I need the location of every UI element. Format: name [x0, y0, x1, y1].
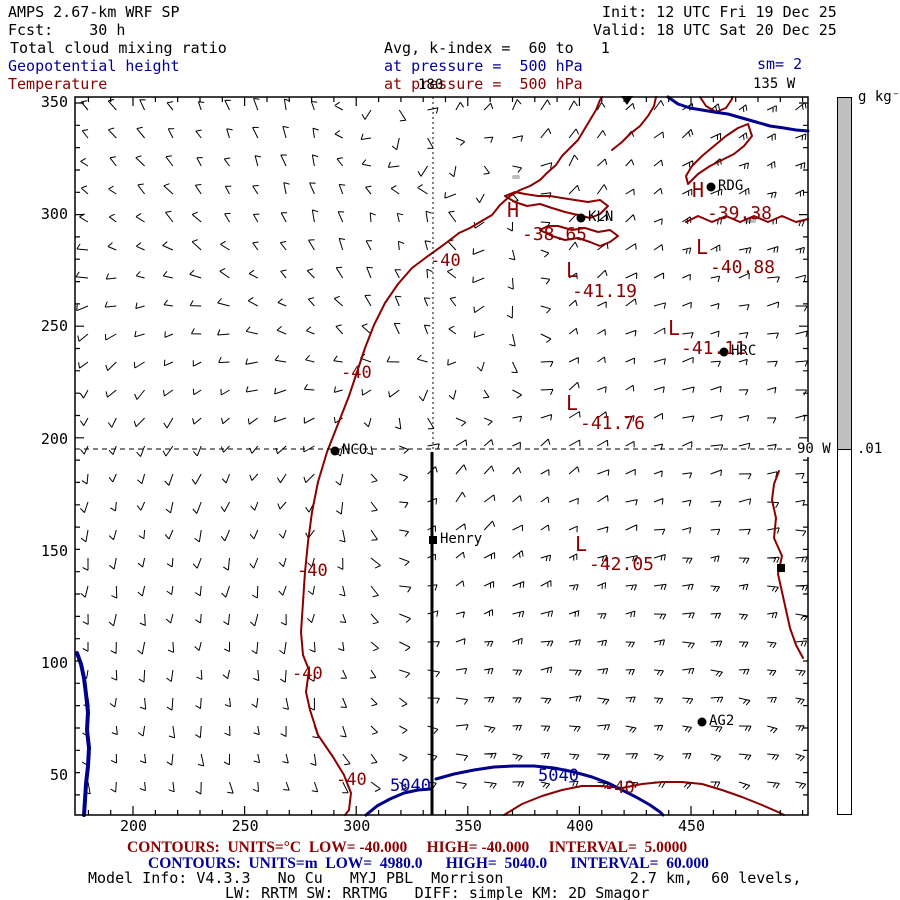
- station-marker-AG2: [697, 717, 707, 727]
- height-contour-5040: [666, 95, 810, 133]
- temperature-contour--40: [539, 225, 619, 247]
- x-axis-label-450: 450: [678, 817, 706, 835]
- contour-label-5040: 5040: [390, 776, 431, 796]
- colorbar-threshold-label: .01: [857, 441, 883, 457]
- contour-label--40: -40: [604, 778, 635, 798]
- temperature-contour--40: [503, 781, 785, 816]
- y-axis-label-100: 100: [40, 654, 68, 672]
- extremum-value: -41.19: [572, 281, 638, 302]
- plot-border: [74, 96, 809, 816]
- station-marker-HRC: [719, 347, 729, 357]
- temperature-contour--40: [300, 232, 460, 816]
- extremum-value: -41.11: [681, 338, 747, 359]
- station-marker-triangle: [621, 96, 633, 105]
- extremum-symbol-L: L: [668, 316, 681, 340]
- y-axis-label-150: 150: [40, 541, 68, 560]
- extremum-value: -42.05: [589, 554, 655, 575]
- station-label-HRC: HRC: [731, 343, 757, 359]
- valid-time: Valid: 18 UTC Sat 20 Dec 25: [593, 21, 837, 39]
- temperature-contour--40: [611, 96, 657, 151]
- kindex-label: Avg, k-index = 60 to 1: [384, 39, 610, 57]
- height-contour-5040: [75, 651, 91, 817]
- height-contour-5040: [434, 764, 665, 817]
- colorbar-gray-segment: [838, 98, 851, 450]
- temperature-contour--40: [771, 470, 804, 659]
- temperature-contour--40: [458, 96, 603, 234]
- station-marker-Henry: [429, 536, 437, 544]
- y-axis-label-350: 350: [40, 93, 68, 111]
- temperature-contour--40: [685, 215, 809, 223]
- extremum-value: -39.38: [707, 203, 773, 224]
- height-contour-5040: [364, 787, 432, 817]
- cloud-patch: [512, 175, 520, 179]
- pressure-level-red: at pressure = 500 hPa: [384, 75, 583, 93]
- field-height-label: Geopotential height: [8, 57, 180, 75]
- y-axis-label-300: 300: [40, 205, 68, 224]
- contour-label-5040: 5040: [538, 766, 579, 786]
- wind-barb-field: [75, 98, 809, 795]
- contour-label--40: -40: [430, 251, 461, 271]
- contour-label--40: -40: [336, 770, 367, 790]
- x-axis-label-350: 350: [454, 817, 482, 835]
- station-marker-NCO: [330, 446, 340, 456]
- meridian-180-label: 180: [418, 77, 444, 93]
- pressure-level-blue: at pressure = 500 hPa: [384, 57, 583, 75]
- extremum-symbol-L: L: [566, 258, 579, 282]
- contour-label--40: -40: [341, 363, 372, 383]
- colorbar: [837, 97, 852, 815]
- parallel-90w-label: 90 W: [795, 441, 833, 457]
- extremum-symbol-L: L: [696, 235, 709, 259]
- extremum-symbol-L: L: [575, 532, 588, 556]
- field-temp-label: Temperature: [8, 75, 108, 93]
- contour-label--40: -40: [292, 664, 323, 684]
- x-axis-label-400: 400: [566, 817, 594, 835]
- contours-height-info: CONTOURS: UNITS=m LOW= 4980.0 HIGH= 5040…: [148, 855, 709, 872]
- extremum-value: -38.65: [522, 224, 588, 245]
- init-time: Init: 12 UTC Fri 19 Dec 25: [602, 3, 837, 21]
- model-title: AMPS 2.67-km WRF SP: [8, 3, 180, 21]
- y-axis-label-200: 200: [40, 429, 68, 448]
- station-label-NCO: NCO: [342, 442, 368, 458]
- y-axis-label-50: 50: [49, 766, 68, 785]
- temperature-contour--40: [685, 123, 753, 185]
- station-marker-dot: [777, 564, 785, 572]
- extremum-value: -40.88: [710, 257, 776, 278]
- x-axis-label-200: 200: [120, 817, 148, 835]
- x-axis-label-300: 300: [343, 817, 371, 835]
- smoothing-label: sm= 2: [757, 55, 803, 73]
- model-info-line1: Model Info: V4.3.3 No Cu MYJ PBL Morriso…: [88, 869, 802, 887]
- y-axis-label-250: 250: [40, 317, 68, 336]
- colorbar-unit-label: g kg⁻¹: [858, 89, 900, 105]
- contour-label--40: -40: [297, 561, 328, 581]
- meridian-135w-label: 135 W: [753, 76, 796, 92]
- x-axis-label-250: 250: [231, 817, 259, 835]
- extremum-symbol-H: H: [692, 178, 705, 202]
- extremum-value: -41.76: [580, 413, 646, 434]
- contours-temp-info: CONTOURS: UNITS=°C LOW= -40.000 HIGH= -4…: [127, 839, 688, 856]
- field-cloud-label: Total cloud mixing ratio: [10, 39, 227, 57]
- station-marker-KLN: [576, 213, 586, 223]
- axis-ticks: [75, 97, 808, 815]
- station-label-KLN: KLN: [588, 209, 614, 225]
- temperature-contour--40: [699, 96, 733, 113]
- temperature-contour--40: [504, 191, 609, 219]
- station-label-AG2: AG2: [709, 713, 735, 729]
- station-marker-RDG: [706, 182, 716, 192]
- colorbar-white-segment: [838, 450, 851, 814]
- station-label-Henry: Henry: [440, 531, 483, 547]
- model-info-line2: LW: RRTM SW: RRTMG DIFF: simple KM: 2D S…: [225, 884, 650, 900]
- extremum-symbol-L: L: [566, 391, 579, 415]
- station-label-RDG: RDG: [718, 178, 744, 194]
- extremum-symbol-H: H: [507, 198, 520, 222]
- forecast-hour: Fcst: 30 h: [8, 21, 126, 39]
